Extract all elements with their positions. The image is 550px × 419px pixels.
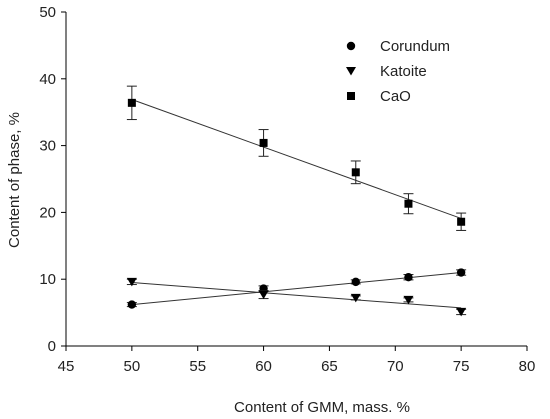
katoite-point	[456, 307, 467, 317]
x-tick-label: 50	[124, 358, 141, 375]
katoite-point	[126, 277, 137, 287]
legend-marker-katoite	[346, 67, 356, 76]
y-tick-label: 10	[39, 271, 56, 288]
katoite-point	[350, 293, 361, 303]
cao-point	[259, 138, 268, 147]
legend-label-corundum: Corundum	[380, 38, 450, 55]
y-tick-label: 40	[39, 71, 56, 88]
legend-label-cao: CaO	[380, 88, 411, 105]
cao-point	[404, 199, 413, 208]
x-tick-label: 65	[321, 358, 338, 375]
x-tick-label: 45	[58, 358, 75, 375]
y-tick-label: 20	[39, 204, 56, 221]
cao-point	[351, 168, 360, 177]
katoite-point	[258, 290, 269, 300]
corundum-point	[404, 272, 413, 282]
x-tick-label: 75	[453, 358, 470, 375]
corundum-point	[127, 300, 137, 309]
cao-point	[127, 98, 136, 107]
corundum-point	[456, 268, 466, 277]
y-tick-label: 0	[48, 338, 56, 355]
corundum-point	[351, 277, 360, 287]
x-tick-label: 55	[189, 358, 206, 375]
katoite-point	[403, 295, 414, 305]
legend-marker-cao	[347, 92, 355, 100]
y-tick-label: 50	[39, 4, 56, 21]
katoite-trend-line	[131, 282, 462, 309]
y-tick-label: 30	[39, 138, 56, 155]
x-axis-title: Content of GMM, mass. %	[234, 399, 410, 416]
cao-trend-line	[131, 99, 462, 219]
legend-marker-corundum	[346, 41, 356, 51]
x-tick-label: 60	[255, 358, 272, 375]
x-tick-label: 80	[519, 358, 536, 375]
plot-area	[126, 85, 467, 317]
cao-point	[457, 217, 466, 226]
y-axis-title: Content of phase, %	[6, 112, 23, 248]
x-tick-label: 70	[387, 358, 404, 375]
legend-label-katoite: Katoite	[380, 63, 427, 80]
legend: Corundum Katoite CaO	[346, 38, 450, 105]
axes: 45 50 55 60 65 70 75 80 0 10 20 30 40 50	[39, 4, 535, 375]
